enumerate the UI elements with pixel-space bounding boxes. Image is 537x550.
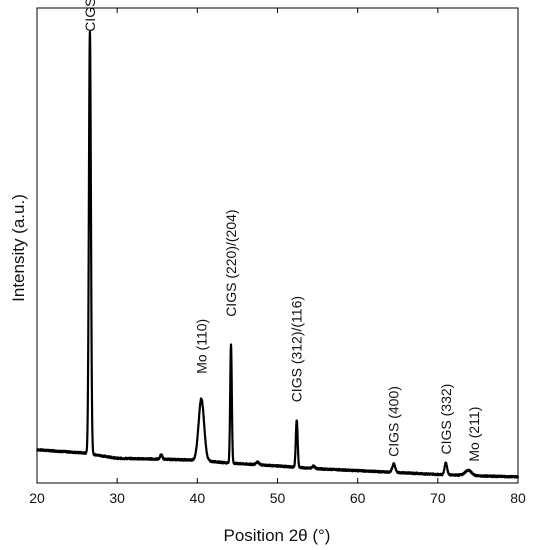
y-axis-label: Intensity (a.u.) <box>9 194 28 302</box>
peak-annotation: Mo (211) <box>466 407 482 462</box>
x-ticks: 20 30 40 50 60 70 80 <box>29 8 526 506</box>
x-tick-label: 30 <box>109 490 125 506</box>
peak-annotation: Mo (110) <box>193 319 209 374</box>
series-line <box>36 30 520 479</box>
peak-annotation: CIGS (312)/(116) <box>289 296 305 402</box>
peak-annotation: CIGS (332) <box>438 384 454 455</box>
x-tick-label: 40 <box>190 490 206 506</box>
x-tick-label: 50 <box>270 490 286 506</box>
peak-annotation: CIGS (400) <box>386 386 402 457</box>
series-layer <box>36 30 520 479</box>
x-tick-label: 80 <box>510 490 526 506</box>
x-tick-label: 60 <box>350 490 366 506</box>
x-axis-label: Position 2θ (°) <box>224 526 331 545</box>
x-tick-label: 70 <box>430 490 446 506</box>
peak-annotation: CIGS (220)/(204) <box>223 209 239 316</box>
annotations: CIGS (112) Mo (110) CIGS (220)/(204) CIGS (… <box>82 0 482 462</box>
x-tick-label: 20 <box>29 490 45 506</box>
peak-annotation: CIGS (112) <box>82 0 98 32</box>
